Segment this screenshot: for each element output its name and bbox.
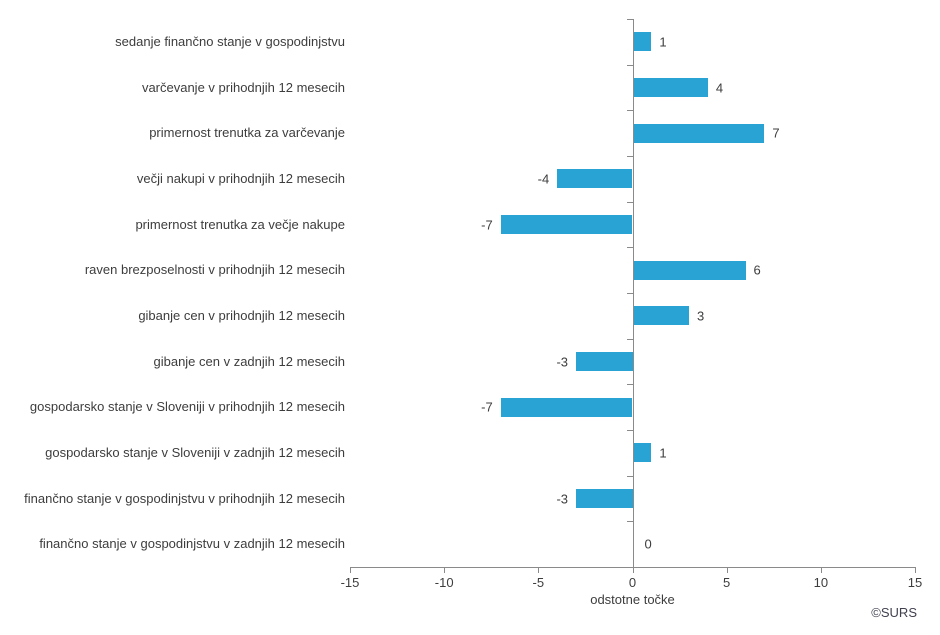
- x-axis-tick: [820, 568, 822, 573]
- x-axis-tick: [444, 568, 446, 573]
- value-label: -3: [556, 354, 568, 369]
- category-label: primernost trenutka za večje nakupe: [135, 216, 345, 232]
- x-axis-tick-label: 5: [723, 575, 731, 590]
- category-label: finančno stanje v gospodinjstvu v prihod…: [24, 490, 345, 506]
- bar: [632, 78, 708, 97]
- y-axis-tick: [626, 201, 633, 203]
- bar: [632, 32, 652, 52]
- x-axis-title: odstotne točke: [590, 592, 675, 607]
- category-label: gibanje cen v prihodnjih 12 mesecih: [138, 307, 345, 323]
- x-axis-tick: [726, 568, 728, 573]
- x-axis-tick: [350, 568, 351, 573]
- value-label: 1: [659, 445, 667, 461]
- bar: [632, 123, 765, 143]
- category-label: gospodarsko stanje v Sloveniji v prihodn…: [29, 399, 345, 415]
- y-axis-tick: [626, 110, 633, 112]
- value-label: 4: [715, 80, 724, 95]
- y-axis-tick: [626, 293, 633, 294]
- y-axis-tick: [626, 156, 633, 157]
- bar: [632, 260, 746, 280]
- bar: [500, 215, 633, 234]
- x-axis-tick: [915, 568, 916, 573]
- bar: [632, 306, 689, 326]
- y-axis-tick: [626, 247, 633, 249]
- value-label: -3: [556, 491, 568, 506]
- y-axis-tick: [626, 338, 633, 340]
- x-axis-tick-label: 10: [813, 575, 829, 590]
- y-axis-line: [632, 19, 634, 567]
- category-label: gospodarsko stanje v Sloveniji v zadnjih…: [45, 444, 345, 460]
- value-label: -4: [537, 171, 550, 187]
- value-label: 6: [753, 262, 761, 278]
- category-label: raven brezposelnosti v prihodnjih 12 mes…: [84, 262, 345, 278]
- x-axis-tick: [538, 568, 540, 573]
- category-label: sedanje finančno stanje v gospodinjstvu: [115, 33, 345, 49]
- value-label: -7: [481, 217, 493, 232]
- y-axis-tick: [626, 475, 633, 477]
- bar: [500, 397, 633, 417]
- x-axis-tick-label: 15: [907, 575, 923, 590]
- category-label: varčevanje v prihodnjih 12 mesecih: [141, 79, 345, 95]
- value-label: 3: [697, 308, 705, 324]
- y-axis-tick: [626, 521, 633, 523]
- bar: [557, 169, 633, 189]
- value-label: 7: [772, 125, 780, 141]
- y-axis-tick: [626, 384, 633, 386]
- y-axis-tick: [626, 64, 633, 66]
- x-axis-line: [350, 567, 916, 568]
- category-label: finančno stanje v gospodinjstvu v zadnji…: [39, 536, 345, 552]
- x-axis-tick-label: -15: [340, 575, 360, 590]
- bar: [576, 352, 633, 371]
- y-axis-tick: [626, 430, 633, 431]
- bar: [576, 489, 633, 508]
- x-axis-tick-label: -10: [434, 575, 454, 590]
- value-label: 0: [644, 536, 652, 552]
- category-label: gibanje cen v zadnjih 12 mesecih: [153, 353, 345, 369]
- y-axis-tick: [626, 19, 633, 20]
- value-label: 1: [659, 34, 667, 50]
- bar: [632, 443, 652, 463]
- x-axis-tick-label: 0: [628, 575, 637, 590]
- category-label: večji nakupi v prihodnjih 12 mesecih: [136, 170, 345, 186]
- x-axis-tick-label: -5: [532, 575, 545, 590]
- copyright-label: ©SURS: [871, 605, 917, 620]
- category-label: primernost trenutka za varčevanje: [149, 125, 345, 141]
- value-label: -7: [481, 399, 493, 415]
- x-axis-tick: [632, 568, 634, 573]
